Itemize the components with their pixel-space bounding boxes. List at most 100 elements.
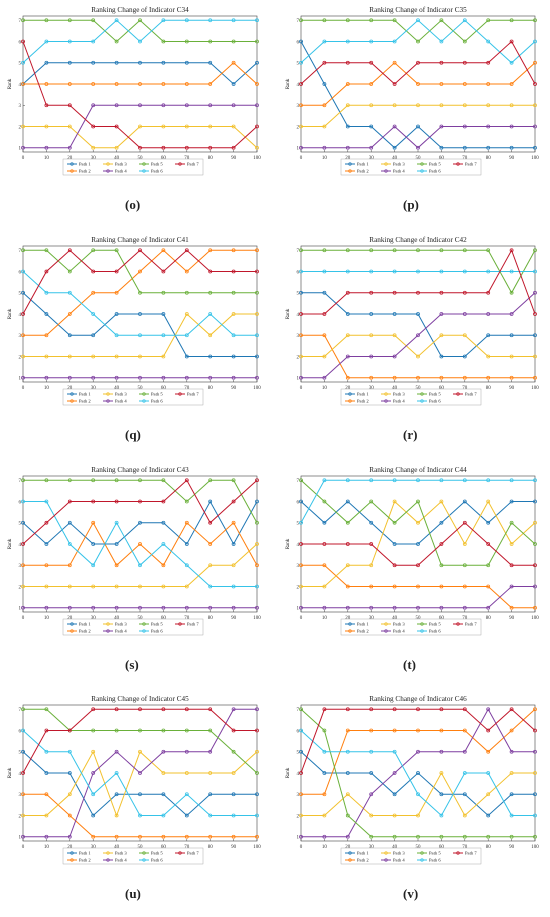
data-point <box>44 124 49 129</box>
x-tick-label: 70 <box>462 156 468 161</box>
data-point <box>21 584 25 589</box>
y-tick-label: 7 <box>297 249 300 254</box>
legend-marker <box>70 392 74 396</box>
data-point <box>161 749 166 754</box>
data-point <box>486 792 491 797</box>
data-point <box>509 834 514 839</box>
data-point <box>67 813 72 818</box>
data-point <box>184 813 189 818</box>
data-point <box>533 707 537 712</box>
data-point <box>486 584 491 589</box>
data-point <box>255 124 259 129</box>
data-point <box>44 145 49 150</box>
data-point <box>345 771 350 775</box>
legend-marker <box>142 162 146 166</box>
data-point <box>533 354 537 359</box>
data-point <box>161 103 166 108</box>
legend-label: Path 3 <box>115 851 127 856</box>
series-line <box>23 62 258 85</box>
data-point <box>486 520 491 525</box>
x-tick-label: 10 <box>322 616 328 621</box>
data-point <box>533 18 537 23</box>
data-point <box>322 584 327 589</box>
y-tick-label: 2 <box>297 814 300 819</box>
data-point <box>416 18 420 23</box>
legend-label: Path 2 <box>357 858 369 863</box>
data-point <box>322 18 327 23</box>
data-point <box>462 18 467 23</box>
data-point <box>114 584 119 589</box>
data-point <box>416 312 420 316</box>
data-point <box>486 499 491 504</box>
data-point <box>392 813 397 818</box>
data-point <box>299 707 303 712</box>
data-point <box>486 312 491 316</box>
data-point <box>392 520 397 525</box>
data-point <box>369 707 374 712</box>
x-tick-label: 60 <box>161 156 167 161</box>
data-point <box>231 269 236 274</box>
data-point <box>255 834 259 839</box>
data-point <box>231 749 236 754</box>
data-point <box>439 499 444 504</box>
data-point <box>21 290 25 295</box>
data-point <box>322 834 327 839</box>
panel-label: (u) <box>125 886 141 901</box>
data-point <box>208 60 213 65</box>
x-tick-label: 0 <box>300 156 303 161</box>
series-line <box>300 730 535 817</box>
legend-label: Path 1 <box>357 162 369 167</box>
data-point <box>114 834 119 839</box>
x-tick-label: 50 <box>416 386 422 391</box>
panel-u: Ranking Change of Indicator C45 0 10 20 30 40… <box>5 691 265 901</box>
data-point <box>369 478 374 483</box>
data-point <box>322 605 327 610</box>
x-tick-label: 60 <box>161 386 167 391</box>
data-point <box>208 749 213 754</box>
data-point <box>255 312 259 316</box>
data-point <box>44 749 49 754</box>
y-tick-label: 1 <box>19 836 22 841</box>
legend-label: Path 3 <box>393 162 405 167</box>
data-point <box>462 312 467 316</box>
data-point <box>439 354 444 359</box>
data-point <box>138 584 142 589</box>
data-point <box>439 269 444 274</box>
legend-label: Path 6 <box>151 858 163 863</box>
series-line <box>301 62 536 106</box>
data-point <box>439 749 444 754</box>
data-point <box>486 103 491 108</box>
x-tick-label: 80 <box>486 616 492 621</box>
data-point <box>255 749 259 754</box>
data-point <box>509 563 514 568</box>
data-point <box>416 834 420 839</box>
data-point <box>439 563 444 568</box>
data-point <box>509 792 514 797</box>
data-point <box>322 563 327 568</box>
data-point <box>392 124 397 129</box>
data-point <box>369 39 374 44</box>
x-tick-label: 60 <box>161 845 167 850</box>
legend-marker <box>384 169 388 173</box>
data-point <box>416 124 420 129</box>
data-point <box>509 103 514 108</box>
data-point <box>44 269 49 274</box>
legend-label: Path 6 <box>429 169 441 174</box>
data-point <box>255 728 259 733</box>
data-point <box>462 60 467 65</box>
data-point <box>322 60 327 65</box>
series-line <box>23 793 257 838</box>
x-tick-label: 40 <box>392 156 398 161</box>
data-point <box>161 813 166 818</box>
legend-label: Path 1 <box>357 392 369 397</box>
chart-title: Ranking Change of Indicator C46 <box>369 695 467 703</box>
data-point <box>44 707 49 712</box>
data-point <box>299 771 303 775</box>
series-line <box>23 543 258 587</box>
x-tick-label: 80 <box>208 616 214 621</box>
data-point <box>161 584 166 589</box>
data-point <box>91 312 96 316</box>
series-line <box>301 586 535 609</box>
data-point <box>21 354 25 359</box>
data-point <box>91 749 96 754</box>
